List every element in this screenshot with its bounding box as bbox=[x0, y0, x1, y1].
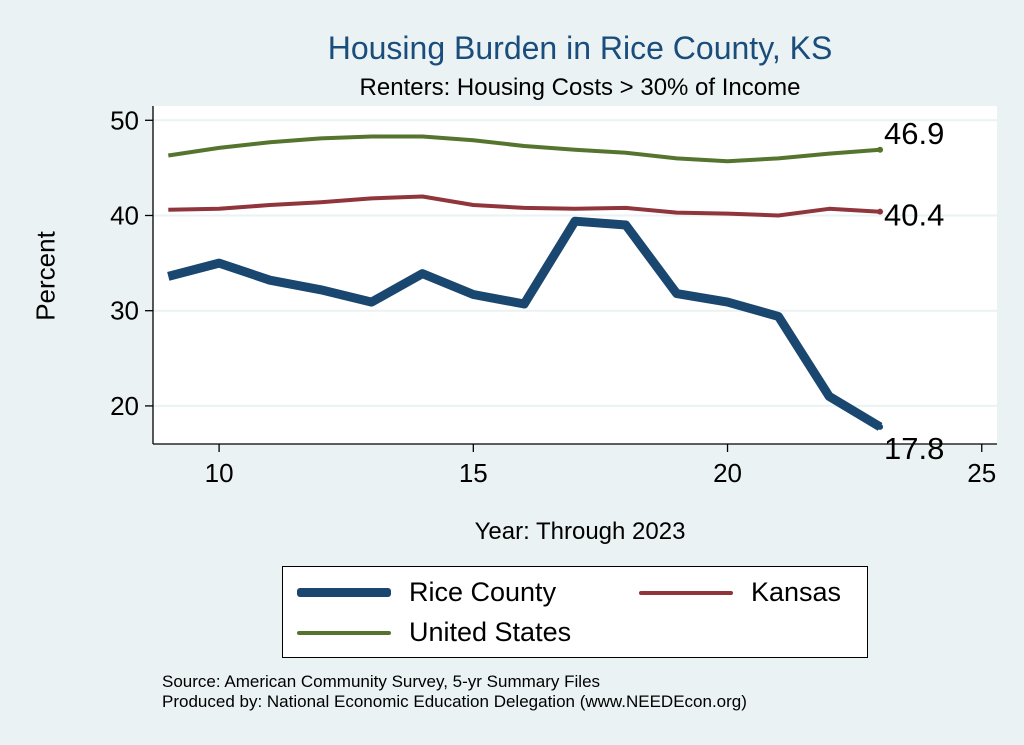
end-label-kansas: 40.4 bbox=[884, 198, 944, 233]
end-point-rice-county bbox=[877, 423, 884, 430]
end-point-united-states bbox=[877, 146, 884, 153]
x-axis-label: Year: Through 2023 bbox=[474, 518, 686, 545]
end-label-united-states: 46.9 bbox=[884, 116, 944, 151]
end-label-rice-county: 17.8 bbox=[884, 431, 944, 466]
y-tick-label-30: 30 bbox=[110, 296, 139, 326]
x-tick-label-20: 20 bbox=[713, 458, 742, 488]
chart-title: Housing Burden in Rice County, KS bbox=[327, 30, 833, 66]
series-line-rice-county bbox=[167, 216, 883, 431]
legend-label-rice-county: Rice County bbox=[409, 577, 557, 607]
y-tick-label-20: 20 bbox=[110, 391, 139, 421]
x-tick-label-25: 25 bbox=[967, 458, 996, 488]
end-point-kansas bbox=[877, 208, 884, 215]
legend-swatch-kansas bbox=[639, 590, 733, 595]
producer-note: Produced by: National Economic Education… bbox=[162, 692, 747, 711]
legend-label-kansas: Kansas bbox=[751, 577, 842, 607]
legend-swatch-rice-county bbox=[297, 588, 391, 597]
legend-swatch-united-states bbox=[297, 630, 391, 635]
y-tick-label-40: 40 bbox=[110, 200, 139, 230]
source-note: Source: American Community Survey, 5-yr … bbox=[162, 672, 601, 691]
legend: Rice County Kansas United States bbox=[282, 566, 868, 658]
chart-subtitle: Renters: Housing Costs > 30% of Income bbox=[359, 74, 801, 101]
legend-item-united-states: United States bbox=[297, 617, 571, 648]
legend-item-kansas: Kansas bbox=[639, 577, 841, 608]
y-tick-label-50: 50 bbox=[110, 105, 139, 135]
legend-label-united-states: United States bbox=[409, 617, 572, 647]
x-tick-label-10: 10 bbox=[205, 458, 234, 488]
series-line-united-states bbox=[168, 134, 881, 164]
plot-area bbox=[153, 106, 997, 444]
series-line-kansas bbox=[168, 194, 881, 218]
x-tick-label-15: 15 bbox=[459, 458, 488, 488]
legend-item-rice-county: Rice County bbox=[297, 577, 556, 608]
